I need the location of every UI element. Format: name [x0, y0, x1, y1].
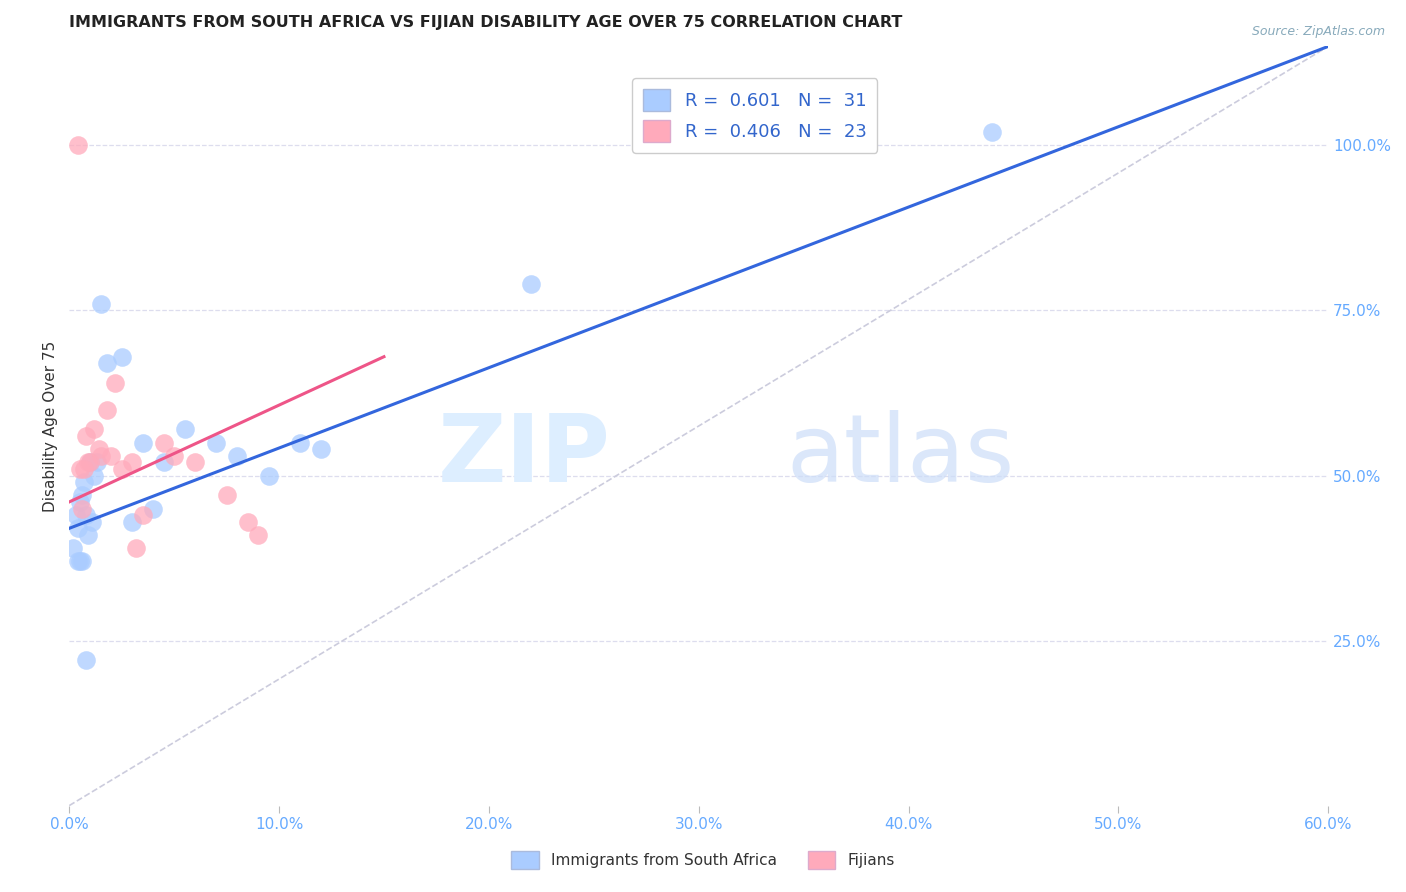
Legend: R =  0.601   N =  31, R =  0.406   N =  23: R = 0.601 N = 31, R = 0.406 N = 23 — [633, 78, 877, 153]
Point — [90, 297, 112, 311]
Text: ZIP: ZIP — [437, 410, 610, 502]
Point — [73, 475, 96, 490]
Point — [142, 501, 165, 516]
Point — [96, 402, 118, 417]
Point — [257, 468, 280, 483]
Legend: Immigrants from South Africa, Fijians: Immigrants from South Africa, Fijians — [505, 845, 901, 875]
Point — [96, 356, 118, 370]
Point — [87, 442, 110, 457]
Point — [66, 554, 89, 568]
Point — [75, 653, 97, 667]
Text: Source: ZipAtlas.com: Source: ZipAtlas.com — [1251, 25, 1385, 38]
Point — [226, 449, 249, 463]
Point — [62, 541, 84, 556]
Point — [69, 554, 91, 568]
Point — [152, 435, 174, 450]
Point — [66, 138, 89, 153]
Point — [104, 376, 127, 390]
Point — [70, 488, 93, 502]
Point — [131, 508, 153, 523]
Point — [66, 521, 89, 535]
Point — [77, 455, 100, 469]
Point — [111, 462, 134, 476]
Point — [75, 508, 97, 523]
Text: atlas: atlas — [787, 410, 1015, 502]
Point — [79, 455, 101, 469]
Point — [247, 528, 270, 542]
Point — [79, 455, 101, 469]
Point — [69, 495, 91, 509]
Point — [83, 422, 105, 436]
Point — [205, 435, 228, 450]
Y-axis label: Disability Age Over 75: Disability Age Over 75 — [44, 341, 58, 512]
Point — [73, 462, 96, 476]
Point — [152, 455, 174, 469]
Point — [75, 429, 97, 443]
Point — [236, 515, 259, 529]
Point — [288, 435, 311, 450]
Point — [309, 442, 332, 457]
Point — [173, 422, 195, 436]
Point — [131, 435, 153, 450]
Point — [86, 455, 108, 469]
Point — [65, 508, 87, 523]
Point — [111, 350, 134, 364]
Point — [163, 449, 186, 463]
Point — [82, 515, 104, 529]
Point — [70, 501, 93, 516]
Point — [69, 462, 91, 476]
Point — [125, 541, 148, 556]
Point — [981, 125, 1004, 139]
Point — [121, 455, 143, 469]
Point — [83, 468, 105, 483]
Point — [121, 515, 143, 529]
Point — [70, 554, 93, 568]
Point — [215, 488, 238, 502]
Point — [184, 455, 207, 469]
Point — [100, 449, 122, 463]
Point — [90, 449, 112, 463]
Point — [77, 528, 100, 542]
Point — [520, 277, 543, 291]
Text: IMMIGRANTS FROM SOUTH AFRICA VS FIJIAN DISABILITY AGE OVER 75 CORRELATION CHART: IMMIGRANTS FROM SOUTH AFRICA VS FIJIAN D… — [69, 15, 903, 30]
